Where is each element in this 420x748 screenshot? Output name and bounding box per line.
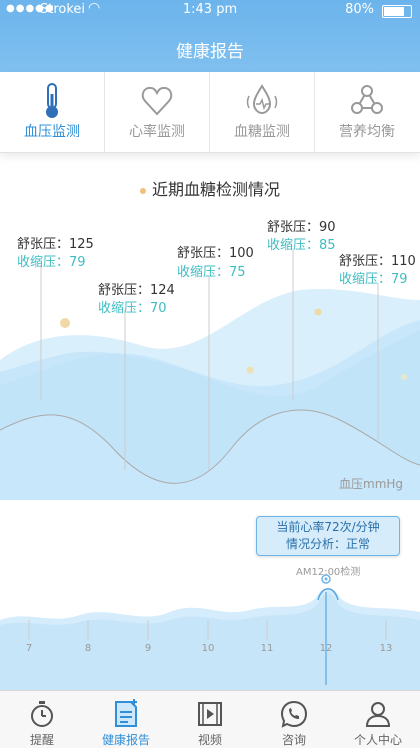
battery-level: 80% [345,2,374,17]
reading-systolic: 收缩压：70 [98,301,167,316]
status-time: 1:43 pm [182,2,238,17]
wave-outline [0,409,420,484]
reading-systolic: 收缩压：79 [339,272,408,287]
tab-blood-sugar[interactable]: 血糖监测 [210,72,315,152]
axis-tick: 8 [84,643,92,654]
bottom-nav: 提醒 健康报告 视频 咨询 个人中心 [0,690,420,748]
report-icon [115,699,137,727]
axis-tick: 12 [319,643,333,654]
nav-label: 咨询 [281,733,306,747]
signal-icon: ●●●●● [6,3,55,14]
decor-dot [401,374,407,380]
reading-diastolic: 舒张压：100 [177,246,254,261]
reading-diastolic: 舒张压：124 [98,283,175,298]
reading-diastolic: 舒张压：90 [267,220,336,235]
axis-tick: 9 [144,643,152,654]
category-tabs: 血压监测 心率监测 血糖监测 营养均衡 [0,72,420,153]
tooltip-line2: 情况分析：正常 [285,537,370,551]
thermometer-icon [46,83,58,118]
nav-label: 视频 [197,733,222,747]
tab-blood-pressure[interactable]: 血压监测 [0,72,105,152]
wifi-icon: ◠ [88,0,101,16]
nav-video[interactable]: 视频 [168,691,252,748]
tab-label: 血压监测 [24,124,80,140]
carrier-name: Strokei [40,2,86,17]
heart-rate-tooltip[interactable]: 当前心率72次/分钟 情况分析：正常 [256,516,400,556]
nav-consult[interactable]: 咨询 [252,691,336,748]
status-bar: ●●●●● Strokei ◠ 1:43 pm 80% [0,0,420,20]
nav-label: 提醒 [29,733,54,747]
nav-profile[interactable]: 个人中心 [336,691,420,748]
blood-drop-icon [246,84,278,115]
molecule-icon [351,85,383,114]
decor-dot [246,366,254,374]
nav-health-report[interactable]: 健康报告 [84,691,168,748]
axis-tick: 11 [260,643,274,654]
axis-tick: 10 [201,643,215,654]
check-time: AM12:00检测 [296,567,361,578]
bullet-dot [139,187,146,194]
front-wave [0,330,420,484]
reading-systolic: 收缩压：75 [177,265,246,280]
tab-heart-rate[interactable]: 心率监测 [105,72,210,152]
tab-label: 营养均衡 [339,124,395,140]
stopwatch-icon [31,701,53,727]
nav-reminder[interactable]: 提醒 [0,691,84,748]
reading-systolic: 收缩压：79 [17,255,86,270]
heart-icon [141,86,173,116]
decor-dot [60,318,70,328]
nav-label: 健康报告 [101,733,150,747]
decor-dot [314,308,322,316]
video-icon [198,702,222,726]
person-icon [365,702,391,727]
blood-pressure-chart [0,250,420,690]
unit-label: 血压mmHg [339,477,404,491]
tooltip-line1: 当前心率72次/分钟 [276,520,380,534]
axis-tick: 7 [25,643,33,654]
reading-diastolic: 舒张压：110 [339,254,416,269]
phone-chat-icon [280,700,308,728]
section-title: 近期血糖检测情况 [0,176,420,200]
section-title-text: 近期血糖检测情况 [151,180,280,199]
top-bar: ●●●●● Strokei ◠ 1:43 pm 80% 健康报告 [0,0,420,72]
battery-icon [382,5,412,18]
nav-label: 个人中心 [353,733,402,747]
axis-tick: 13 [379,643,393,654]
page-title: 健康报告 [176,42,244,62]
reading-diastolic: 舒张压：125 [17,237,94,252]
tab-label: 心率监测 [129,124,185,140]
reading-systolic: 收缩压：85 [267,238,336,253]
tab-label: 血糖监测 [234,124,290,140]
tab-nutrition[interactable]: 营养均衡 [315,72,419,152]
